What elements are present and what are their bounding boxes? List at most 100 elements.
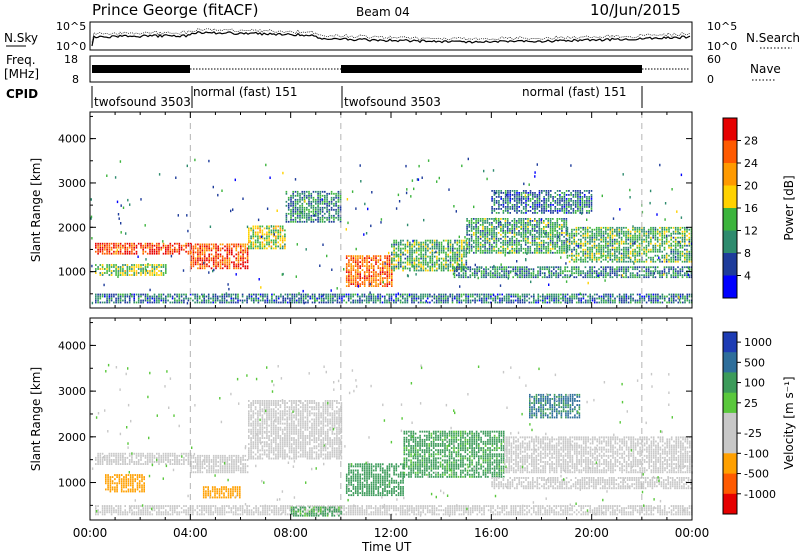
data-cell <box>486 222 489 224</box>
data-cell <box>602 274 605 277</box>
data-cell <box>515 243 518 246</box>
data-cell <box>643 274 645 277</box>
data-cell <box>641 297 643 300</box>
data-cell <box>285 218 288 221</box>
data-cell <box>433 301 436 304</box>
data-cell <box>501 268 503 271</box>
data-cell <box>482 245 484 248</box>
data-cell <box>104 244 106 247</box>
data-cell <box>629 256 632 259</box>
data-cell <box>623 246 625 249</box>
data-cell <box>382 285 384 287</box>
data-cell <box>520 212 523 214</box>
data-cell <box>217 263 219 266</box>
data-cell <box>529 206 532 208</box>
data-cell <box>169 295 172 298</box>
data-cell <box>558 249 561 252</box>
data-cell <box>470 230 473 232</box>
data-cell <box>611 270 614 273</box>
data-cell <box>645 244 648 247</box>
data-cell <box>332 293 334 296</box>
data-cell <box>591 234 593 237</box>
data-cell <box>638 242 641 245</box>
data-cell <box>315 208 317 211</box>
data-cell <box>614 301 616 304</box>
data-cell <box>507 198 509 200</box>
data-cell <box>438 295 440 298</box>
data-cell <box>552 245 554 248</box>
data-cell <box>463 241 465 244</box>
data-cell <box>417 301 420 304</box>
data-cell <box>552 228 554 230</box>
data-cell <box>586 232 589 235</box>
nsky-tick-low: 10^0 <box>56 40 86 53</box>
data-cell <box>558 228 561 230</box>
data-cell <box>290 218 292 221</box>
data-cell <box>422 249 425 252</box>
data-cell <box>607 234 609 237</box>
data-cell <box>372 295 375 298</box>
data-cell <box>469 270 472 273</box>
data-cell <box>328 208 331 211</box>
data-cell <box>462 268 465 271</box>
data-cell <box>411 259 413 262</box>
data-cell <box>547 232 550 234</box>
data-cell <box>625 293 628 296</box>
data-cell <box>566 232 569 235</box>
data-cell <box>308 202 310 205</box>
data-cell <box>480 270 483 273</box>
data-cell <box>445 255 447 258</box>
data-cell <box>634 274 636 277</box>
data-cell <box>504 237 507 240</box>
data-cell <box>589 299 591 302</box>
data-cell <box>618 228 621 231</box>
data-cell <box>95 244 97 247</box>
data-cell <box>688 258 691 261</box>
data-cell <box>461 255 463 258</box>
data-cell <box>356 293 359 296</box>
data-cell <box>352 257 355 259</box>
data-cell <box>456 249 459 252</box>
data-cell <box>282 299 284 302</box>
data-cell <box>484 233 486 236</box>
data-cell <box>272 239 275 242</box>
data-cell <box>541 204 543 206</box>
data-cell <box>596 297 598 300</box>
data-cell <box>589 268 591 271</box>
data-cell <box>516 204 518 206</box>
data-cell <box>474 268 476 271</box>
data-cell <box>545 230 547 232</box>
data-cell <box>514 266 517 269</box>
data-cell <box>350 273 352 275</box>
data-cell <box>627 242 630 245</box>
data-cell <box>309 295 312 298</box>
data-cell <box>458 272 460 275</box>
data-cell <box>547 222 550 224</box>
data-cell <box>158 266 160 268</box>
data-cell <box>330 206 333 209</box>
data-cell <box>482 249 484 252</box>
data-cell <box>483 295 485 298</box>
data-cell <box>228 263 231 266</box>
data-cell <box>525 196 527 198</box>
data-cell <box>511 224 513 226</box>
data-cell <box>561 241 563 244</box>
data-cell <box>388 277 391 279</box>
data-cell <box>409 263 411 266</box>
data-cell <box>495 196 498 198</box>
data-cell <box>348 277 350 279</box>
data-cell <box>115 270 117 272</box>
data-cell <box>239 299 242 302</box>
data-cell <box>424 267 427 270</box>
data-cell <box>420 265 422 268</box>
data-cell <box>326 200 328 203</box>
data-cell <box>688 238 691 241</box>
data-cell <box>294 200 297 203</box>
data-cell <box>115 244 117 247</box>
data-cell <box>133 301 135 304</box>
data-cell <box>285 220 288 223</box>
data-cell <box>110 242 113 245</box>
data-cell <box>468 245 471 248</box>
data-cell <box>482 218 484 220</box>
